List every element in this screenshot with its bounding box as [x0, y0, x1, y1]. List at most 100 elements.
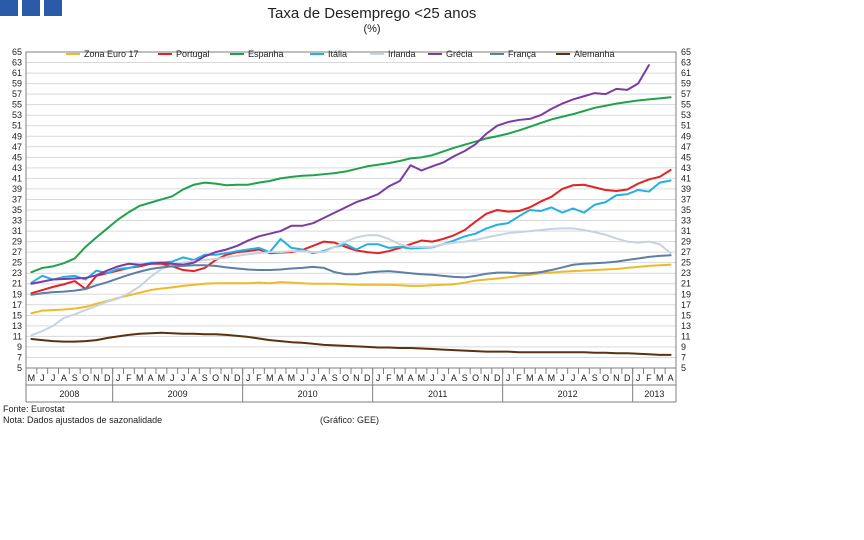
month-label: M	[548, 373, 556, 383]
y-tick-left-15: 15	[12, 310, 22, 320]
y-tick-right-49: 49	[681, 131, 691, 141]
y-tick-right-35: 35	[681, 205, 691, 215]
month-label: J	[506, 373, 511, 383]
month-label: M	[28, 373, 36, 383]
y-tick-left-59: 59	[12, 79, 22, 89]
month-label: S	[592, 373, 598, 383]
y-tick-right-37: 37	[681, 194, 691, 204]
y-tick-left-7: 7	[17, 352, 22, 362]
source-note: Fonte: Eurostat	[3, 404, 65, 414]
y-tick-right-5: 5	[681, 363, 686, 373]
legend-label-5: Grécia	[446, 49, 473, 59]
y-tick-right-27: 27	[681, 247, 691, 257]
y-tick-right-25: 25	[681, 258, 691, 268]
grid	[26, 51, 676, 369]
month-label: N	[483, 373, 490, 383]
month-label: J	[51, 373, 56, 383]
y-tick-left-25: 25	[12, 258, 22, 268]
series-lines	[30, 64, 672, 356]
month-label: A	[668, 373, 674, 383]
y-tick-right-31: 31	[681, 226, 691, 236]
month-label: A	[538, 373, 544, 383]
month-label: O	[602, 373, 609, 383]
month-label: F	[126, 373, 132, 383]
y-tick-right-11: 11	[681, 331, 690, 341]
y-tick-right-53: 53	[681, 110, 691, 120]
month-label: J	[376, 373, 381, 383]
y-tick-left-5: 5	[17, 363, 22, 373]
y-tick-right-29: 29	[681, 237, 691, 247]
year-label-2012: 2012	[558, 389, 578, 399]
month-label: J	[181, 373, 186, 383]
month-label: A	[148, 373, 154, 383]
y-tick-left-63: 63	[12, 58, 22, 68]
legend-label-4: Irlanda	[388, 49, 416, 59]
y-tick-left-45: 45	[12, 152, 22, 162]
adjustment-note: Nota: Dados ajustados de sazonalidade	[3, 415, 162, 425]
month-label: A	[321, 373, 327, 383]
month-label: J	[311, 373, 316, 383]
series-line-4	[30, 227, 672, 337]
y-tick-right-7: 7	[681, 352, 686, 362]
month-label: J	[246, 373, 251, 383]
month-label: S	[72, 373, 78, 383]
chart-subtitle: (%)	[363, 23, 380, 35]
month-label: A	[278, 373, 284, 383]
logo-square-1	[0, 0, 18, 16]
year-label-2011: 2011	[428, 389, 447, 399]
month-label: S	[202, 373, 208, 383]
y-tick-right-21: 21	[681, 279, 691, 289]
y-tick-right-45: 45	[681, 152, 691, 162]
y-tick-left-21: 21	[12, 279, 22, 289]
month-label: O	[212, 373, 219, 383]
month-label: A	[191, 373, 197, 383]
month-label: M	[158, 373, 166, 383]
month-label: O	[82, 373, 89, 383]
month-label: M	[288, 373, 296, 383]
y-tick-right-13: 13	[681, 321, 691, 331]
y-tick-right-15: 15	[681, 310, 691, 320]
month-label: M	[266, 373, 274, 383]
y-tick-left-39: 39	[12, 184, 22, 194]
y-tick-left-9: 9	[17, 342, 22, 352]
y-tick-right-9: 9	[681, 342, 686, 352]
month-label: D	[494, 373, 501, 383]
month-label: A	[408, 373, 414, 383]
legend-label-0: Zona Euro 17	[84, 49, 139, 59]
month-label: M	[526, 373, 534, 383]
month-label: A	[451, 373, 457, 383]
y-tick-left-35: 35	[12, 205, 22, 215]
month-label: M	[418, 373, 426, 383]
logo-square-3	[44, 0, 62, 16]
y-tick-right-57: 57	[681, 89, 691, 99]
y-tick-left-55: 55	[12, 100, 22, 110]
series-line-3	[30, 179, 672, 284]
month-label: O	[342, 373, 349, 383]
month-label: D	[364, 373, 371, 383]
month-label: J	[300, 373, 305, 383]
month-label: D	[104, 373, 111, 383]
chart-credit: (Gráfico: GEE)	[320, 415, 379, 425]
y-tick-left-27: 27	[12, 247, 22, 257]
legend-label-7: Alemanha	[574, 49, 615, 59]
y-tick-right-39: 39	[681, 184, 691, 194]
y-tick-left-23: 23	[12, 268, 22, 278]
y-tick-left-47: 47	[12, 142, 22, 152]
series-line-2	[30, 96, 672, 274]
series-line-0	[30, 263, 672, 315]
y-tick-right-17: 17	[681, 300, 691, 310]
month-label: M	[656, 373, 664, 383]
series-line-5	[30, 64, 650, 285]
year-label-2013: 2013	[644, 389, 664, 399]
month-label: S	[332, 373, 338, 383]
y-tick-left-13: 13	[12, 321, 22, 331]
month-label: J	[116, 373, 121, 383]
y-tick-right-19: 19	[681, 289, 691, 299]
month-label: O	[472, 373, 479, 383]
y-tick-left-17: 17	[12, 300, 22, 310]
y-tick-left-49: 49	[12, 131, 22, 141]
chart-title: Taxa de Desemprego <25 anos	[268, 5, 477, 22]
y-tick-left-41: 41	[12, 173, 22, 183]
year-label-2009: 2009	[168, 389, 188, 399]
